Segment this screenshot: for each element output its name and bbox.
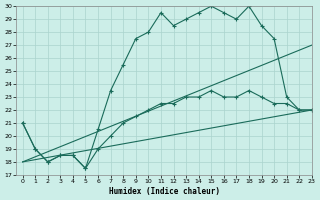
X-axis label: Humidex (Indice chaleur): Humidex (Indice chaleur): [108, 187, 220, 196]
